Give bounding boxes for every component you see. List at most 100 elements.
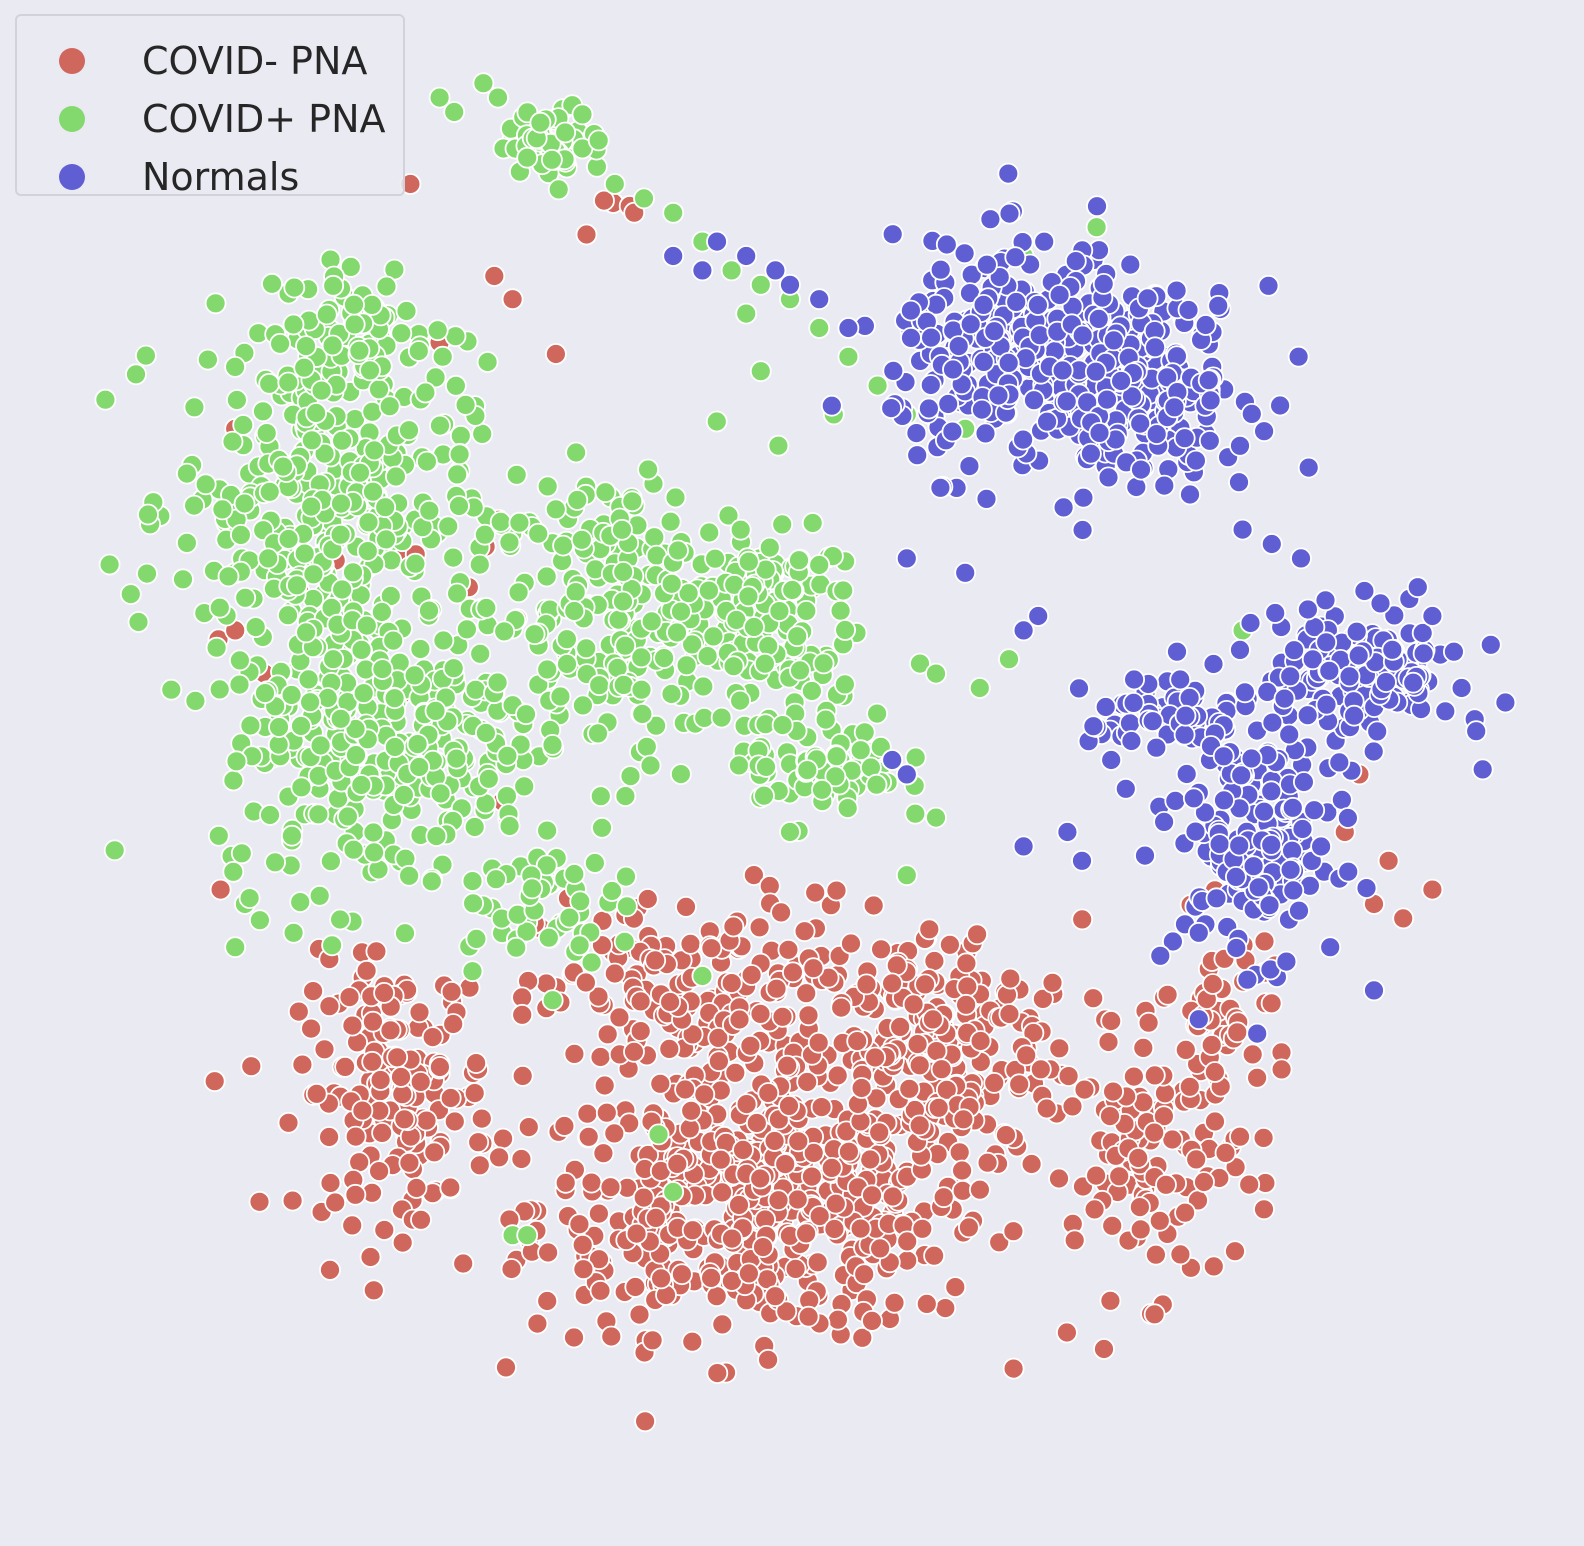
data-point xyxy=(1108,1165,1131,1188)
data-point xyxy=(788,549,810,572)
data-point xyxy=(461,960,484,983)
legend-label-normals: Normals xyxy=(142,155,300,199)
data-point xyxy=(536,819,558,842)
data-point xyxy=(624,1276,647,1298)
data-point xyxy=(225,750,248,773)
data-point xyxy=(1465,720,1488,743)
data-point xyxy=(446,463,469,486)
data-point xyxy=(1229,434,1251,457)
data-point xyxy=(849,1217,872,1240)
data-point xyxy=(541,734,564,756)
data-point xyxy=(633,187,655,210)
data-point xyxy=(493,620,516,643)
data-point xyxy=(1303,799,1326,822)
data-point xyxy=(1246,1022,1269,1045)
data-point xyxy=(755,756,777,778)
data-point xyxy=(923,950,946,972)
data-point xyxy=(556,653,578,675)
data-point xyxy=(1156,983,1179,1006)
data-point xyxy=(208,678,231,701)
data-point xyxy=(295,621,318,644)
data-point xyxy=(448,495,470,517)
data-point xyxy=(563,863,586,885)
data-point xyxy=(904,802,927,825)
data-point xyxy=(1169,1243,1192,1266)
data-point xyxy=(908,1054,931,1077)
data-point xyxy=(618,1112,641,1135)
data-point xyxy=(681,1219,704,1242)
data-point xyxy=(1055,390,1078,413)
data-point xyxy=(881,1185,904,1208)
data-point xyxy=(930,1058,953,1081)
data-point xyxy=(172,568,194,591)
data-point xyxy=(1275,950,1298,973)
data-point xyxy=(1241,1043,1264,1066)
data-point xyxy=(183,494,206,517)
data-point xyxy=(224,936,247,959)
data-point xyxy=(282,313,305,336)
data-point xyxy=(348,339,371,362)
data-point xyxy=(421,1026,444,1048)
data-point xyxy=(696,645,719,667)
data-point xyxy=(331,578,354,601)
data-point xyxy=(94,388,117,411)
data-point xyxy=(324,1191,347,1214)
data-point xyxy=(825,745,848,768)
data-point xyxy=(900,299,922,322)
data-point xyxy=(1132,1037,1155,1059)
data-point xyxy=(1200,1034,1223,1056)
data-point xyxy=(445,747,468,770)
data-point xyxy=(513,775,536,798)
data-point xyxy=(365,940,388,963)
data-point xyxy=(603,962,626,985)
data-point xyxy=(305,1082,328,1105)
data-point xyxy=(363,841,386,864)
data-point xyxy=(969,1030,992,1052)
data-point xyxy=(861,1184,883,1207)
data-point xyxy=(801,512,824,534)
data-point xyxy=(823,1218,846,1240)
data-point xyxy=(204,292,227,315)
data-point xyxy=(485,868,507,891)
data-point xyxy=(272,455,295,478)
data-point xyxy=(1194,314,1217,336)
data-point xyxy=(541,989,564,1012)
data-point xyxy=(255,422,278,445)
legend-marker-normals xyxy=(59,164,85,190)
data-point xyxy=(507,581,530,604)
data-point xyxy=(593,189,615,212)
data-point xyxy=(1231,518,1254,541)
data-point xyxy=(644,949,667,972)
data-point xyxy=(302,980,325,1002)
data-point xyxy=(341,1214,364,1237)
data-point xyxy=(589,1279,612,1302)
data-point xyxy=(830,996,853,1019)
data-point xyxy=(529,111,552,134)
data-point xyxy=(361,1050,384,1073)
data-point xyxy=(1048,284,1071,306)
data-point xyxy=(277,371,300,394)
data-point xyxy=(820,1157,843,1179)
data-point xyxy=(988,1231,1011,1254)
data-point xyxy=(796,759,819,781)
data-point xyxy=(635,735,658,758)
data-point xyxy=(1012,835,1035,858)
data-point xyxy=(1392,907,1415,930)
data-point xyxy=(1093,1338,1115,1360)
data-point xyxy=(495,1356,517,1379)
data-point xyxy=(724,1061,747,1084)
data-point xyxy=(814,708,837,731)
data-point xyxy=(352,682,375,705)
data-point xyxy=(516,1224,539,1247)
data-point xyxy=(1479,633,1502,656)
data-point xyxy=(611,518,633,541)
data-point xyxy=(700,937,723,960)
data-point xyxy=(570,528,593,551)
data-point xyxy=(410,1208,432,1231)
data-point xyxy=(1369,592,1392,615)
data-point xyxy=(580,951,603,974)
data-point xyxy=(1143,1121,1166,1144)
data-point xyxy=(752,1236,774,1258)
data-point xyxy=(1246,1066,1268,1089)
